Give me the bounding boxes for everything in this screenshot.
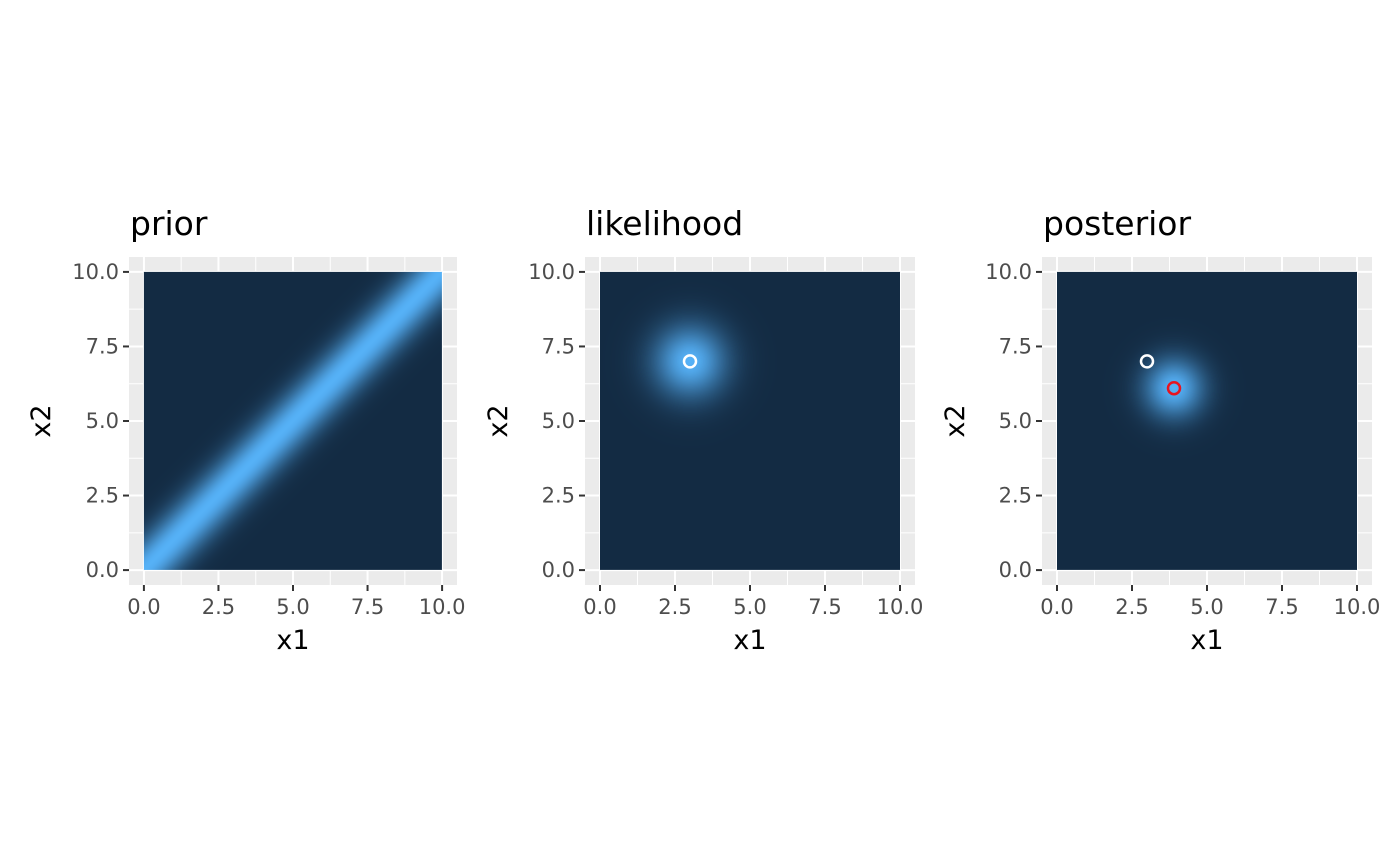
y-tick-label: 10.0 <box>985 260 1032 284</box>
y-tick-label: 0.0 <box>999 558 1032 582</box>
x-axis-title: x1 <box>733 625 766 656</box>
density-raster <box>600 271 900 570</box>
x-tick-label: 7.5 <box>808 595 841 619</box>
y-tick-label: 5.0 <box>999 409 1032 433</box>
x-axis-title: x1 <box>276 625 309 656</box>
y-tick-label: 5.0 <box>542 409 575 433</box>
x-tick-label: 5.0 <box>733 595 766 619</box>
axes: 0.0 2.5 5.0 7.5 10.0 0.0 2.5 5.0 7.5 10.0 <box>985 260 1380 619</box>
density-raster <box>143 271 442 570</box>
y-tick-label: 2.5 <box>542 484 575 508</box>
x-axis-title: x1 <box>1190 625 1223 656</box>
axes: 0.0 2.5 5.0 7.5 10.0 0.0 2.5 5.0 7.5 10.0 <box>528 260 923 619</box>
panel-posterior: posterior x1 x2 0.0 2.5 5.0 7.5 10.0 0.0 2.5 5.… <box>940 204 1380 656</box>
panel-likelihood: likelihood x1 x2 0.0 2.5 5.0 7.5 10.0 0.0 2.5 5… <box>483 204 923 656</box>
panel-title: prior <box>130 204 208 243</box>
data-point <box>1139 354 1155 369</box>
y-tick-label: 7.5 <box>86 334 119 358</box>
y-tick-label: 0.0 <box>542 558 575 582</box>
x-tick-label: 0.0 <box>127 595 160 619</box>
x-tick-label: 10.0 <box>419 595 466 619</box>
x-tick-label: 10.0 <box>1334 595 1381 619</box>
plot-area: 0.0 2.5 5.0 7.5 10.0 0.0 2.5 5.0 7.5 10.0 <box>985 257 1380 619</box>
y-axis-title: x2 <box>940 404 971 437</box>
x-tick-label: 0.0 <box>583 595 616 619</box>
y-tick-label: 0.0 <box>86 558 119 582</box>
y-tick-label: 2.5 <box>999 484 1032 508</box>
y-tick-label: 2.5 <box>86 484 119 508</box>
data-point <box>682 354 698 369</box>
x-tick-label: 7.5 <box>1265 595 1298 619</box>
axes: 0.0 2.5 5.0 7.5 10.0 0.0 2.5 5.0 7.5 10.0 <box>72 260 465 619</box>
x-tick-label: 0.0 <box>1040 595 1073 619</box>
plot-area: 0.0 2.5 5.0 7.5 10.0 0.0 2.5 5.0 7.5 10.0 <box>528 257 923 619</box>
y-tick-label: 10.0 <box>72 260 119 284</box>
x-tick-label: 10.0 <box>877 595 924 619</box>
y-axis-title: x2 <box>483 404 514 437</box>
x-tick-label: 7.5 <box>351 595 384 619</box>
y-tick-label: 7.5 <box>999 334 1032 358</box>
y-tick-label: 7.5 <box>542 334 575 358</box>
data-point <box>1166 380 1182 396</box>
density-raster <box>1057 271 1357 570</box>
x-tick-label: 5.0 <box>276 595 309 619</box>
x-tick-label: 2.5 <box>1115 595 1148 619</box>
y-axis-title: x2 <box>26 404 57 437</box>
panel-prior: prior x1 x2 0.0 2.5 5.0 7.5 10.0 0.0 2.5 5.0 7.5… <box>26 204 465 656</box>
y-tick-label: 10.0 <box>528 260 575 284</box>
x-tick-label: 2.5 <box>658 595 691 619</box>
panel-title: posterior <box>1043 204 1191 243</box>
x-tick-label: 2.5 <box>202 595 235 619</box>
plot-area: 0.0 2.5 5.0 7.5 10.0 0.0 2.5 5.0 7.5 10.0 <box>72 257 465 619</box>
x-tick-label: 5.0 <box>1190 595 1223 619</box>
y-tick-label: 5.0 <box>86 409 119 433</box>
panel-title: likelihood <box>586 204 743 243</box>
